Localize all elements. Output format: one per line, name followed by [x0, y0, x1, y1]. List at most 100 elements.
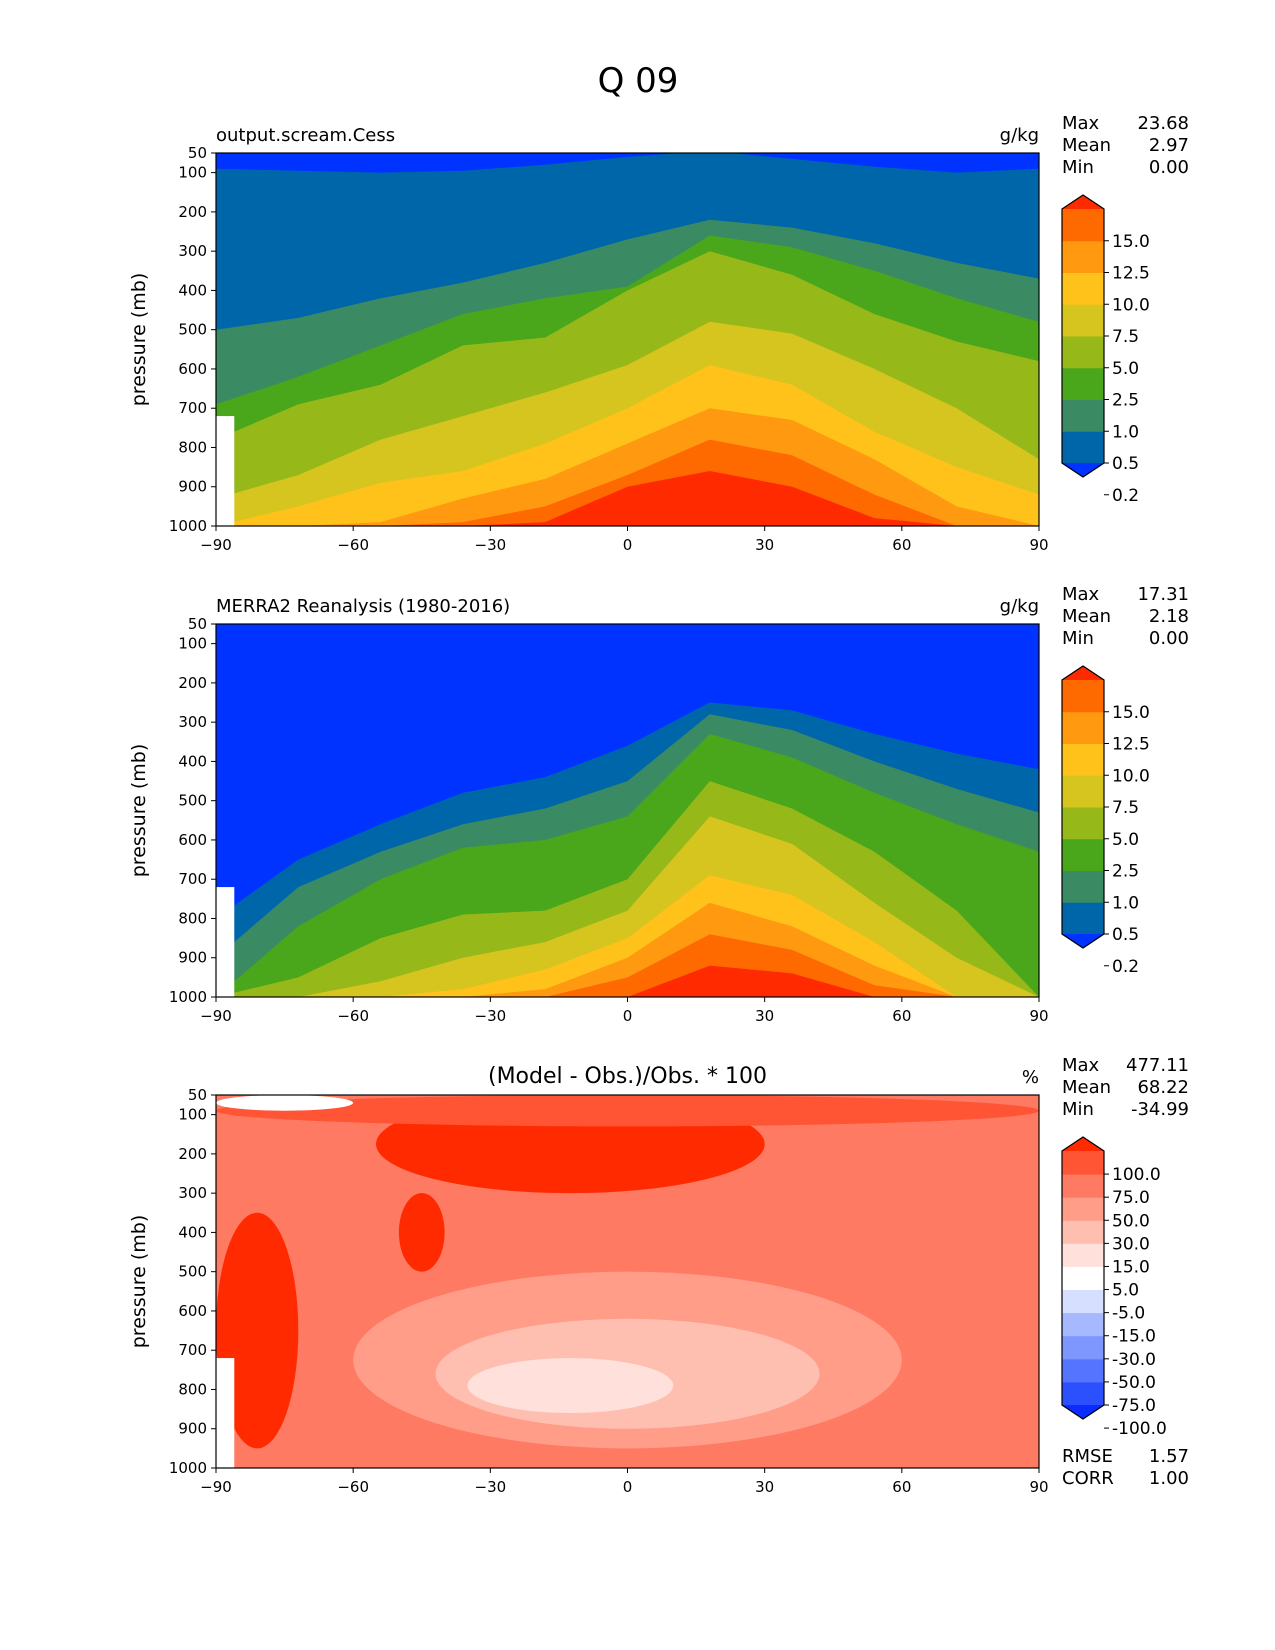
y-tick-label: 900: [178, 1420, 207, 1438]
y-tick-label: 300: [178, 242, 207, 260]
diff-region-6: [467, 1358, 674, 1414]
contour-fill-8: [216, 934, 1039, 997]
colorbar-segment: [1062, 1243, 1104, 1267]
x-tick-label: 60: [892, 536, 911, 554]
x-tick-label: 90: [1029, 1007, 1048, 1025]
colorbar-label: 30.0: [1112, 1234, 1150, 1254]
y-tick-label: 600: [178, 831, 207, 849]
colorbar-label: 2.5: [1112, 391, 1139, 411]
colorbar-label: -15.0: [1112, 1327, 1156, 1347]
y-tick-label: 500: [178, 1263, 207, 1281]
colorbar-label: 1.0: [1112, 893, 1139, 913]
missing-data-region: [216, 1358, 235, 1468]
colorbar-label: 50.0: [1112, 1211, 1150, 1231]
colorbar-label: 5.0: [1112, 1281, 1139, 1301]
panel-title: output.scream.Cess: [216, 125, 395, 146]
x-tick-label: 60: [892, 1478, 911, 1496]
colorbar-label: 0.2: [1112, 957, 1139, 977]
panel-title: (Model - Obs.)/Obs. * 100: [488, 1064, 767, 1089]
colorbar-label: 15.0: [1112, 703, 1150, 723]
y-tick-label: 900: [178, 478, 207, 496]
y-tick-label: 50: [188, 1086, 207, 1104]
stat-label: Min: [1062, 628, 1094, 649]
diff-region-1: [398, 1193, 445, 1272]
colorbar-label: -5.0: [1112, 1304, 1145, 1324]
y-tick-label: 500: [178, 321, 207, 339]
stat-label: Min: [1062, 1099, 1094, 1120]
stat-label: Mean: [1062, 606, 1111, 627]
colorbar-label: 7.5: [1112, 327, 1139, 347]
plot-area: [216, 624, 1039, 997]
x-tick-label: −60: [337, 1007, 369, 1025]
stat-label: Min: [1062, 157, 1094, 178]
colorbar-segment: [1062, 870, 1104, 903]
y-tick-label: 700: [178, 870, 207, 888]
y-tick-label: 1000: [169, 517, 207, 535]
y-tick-label: 700: [178, 399, 207, 417]
colorbar-segment: [1062, 1312, 1104, 1337]
stat-value: -34.99: [1131, 1099, 1189, 1120]
stat-value: 17.31: [1137, 584, 1189, 605]
colorbar-segment: [1062, 711, 1104, 744]
y-tick-label: 50: [188, 144, 207, 162]
colorbar-segment: [1062, 1289, 1104, 1314]
y-tick-label: 100: [178, 164, 207, 182]
x-tick-label: 90: [1029, 1478, 1048, 1496]
x-tick-label: −60: [337, 1478, 369, 1496]
panel-1: output.scream.Cess g/kg pressure (mb) 50 100…: [128, 113, 1189, 554]
colorbar-label: 10.0: [1112, 766, 1150, 786]
x-tick-label: −30: [475, 1007, 507, 1025]
panels: output.scream.Cess g/kg pressure (mb) 50 100…: [128, 113, 1189, 1496]
colorbar-label: 7.5: [1112, 798, 1139, 818]
panel-title: MERRA2 Reanalysis (1980-2016): [216, 596, 510, 617]
stat-label: Max: [1062, 1055, 1100, 1076]
x-tick-label: 60: [892, 1007, 911, 1025]
y-tick-label: 300: [178, 1184, 207, 1202]
x-tick-label: 90: [1029, 536, 1048, 554]
y-tick-label: 800: [178, 438, 207, 456]
units-label: g/kg: [1000, 125, 1039, 146]
colorbar-extend-min: [1062, 463, 1104, 477]
units-label: %: [1022, 1067, 1039, 1088]
y-tick-label: 600: [178, 360, 207, 378]
colorbar-segment: [1062, 399, 1104, 432]
colorbar-label: 0.2: [1112, 486, 1139, 506]
y-tick-label: 200: [178, 203, 207, 221]
colorbar-segment: [1062, 209, 1104, 242]
y-tick-label: 700: [178, 1341, 207, 1359]
figure-title: Q 09: [598, 61, 679, 101]
diff-region-7: [216, 1095, 354, 1111]
colorbar-extend-min: [1062, 1405, 1104, 1419]
y-axis-label: pressure (mb): [128, 273, 150, 407]
colorbar-label: -50.0: [1112, 1373, 1156, 1393]
colorbar-segment: [1062, 680, 1104, 713]
colorbar-segment: [1062, 1220, 1104, 1244]
y-tick-label: 200: [178, 674, 207, 692]
colorbar-segment: [1062, 775, 1104, 808]
colorbar-segment: [1062, 902, 1104, 935]
x-tick-label: 30: [755, 536, 774, 554]
colorbar-label: -30.0: [1112, 1350, 1156, 1370]
stat-value: 477.11: [1126, 1055, 1189, 1076]
x-tick-label: −90: [200, 1478, 232, 1496]
colorbar-label: 2.5: [1112, 862, 1139, 882]
stat-value: 2.97: [1149, 135, 1189, 156]
colorbar-segment: [1062, 336, 1104, 369]
stat-label: RMSE: [1062, 1446, 1113, 1467]
stat-value: 23.68: [1137, 113, 1189, 134]
colorbar-label: 15.0: [1112, 1257, 1150, 1277]
colorbar-segment: [1062, 1197, 1104, 1221]
colorbar-segment: [1062, 240, 1104, 273]
x-tick-label: −30: [475, 1478, 507, 1496]
colorbar-segment: [1062, 272, 1104, 305]
colorbar-segment: [1062, 1151, 1104, 1175]
contour-fill-9: [216, 965, 1039, 997]
y-tick-label: 600: [178, 1302, 207, 1320]
y-tick-label: 1000: [169, 1459, 207, 1477]
colorbar-label: 100.0: [1112, 1165, 1161, 1185]
y-tick-label: 800: [178, 909, 207, 927]
y-axis-label: pressure (mb): [128, 744, 150, 878]
colorbar: 15.0 12.5 10.0 7.5 5.0 2.5 1.0 0.5 0.2: [1061, 194, 1150, 506]
colorbar-extend-max: [1062, 666, 1104, 680]
colorbar-label: 0.5: [1112, 454, 1139, 474]
